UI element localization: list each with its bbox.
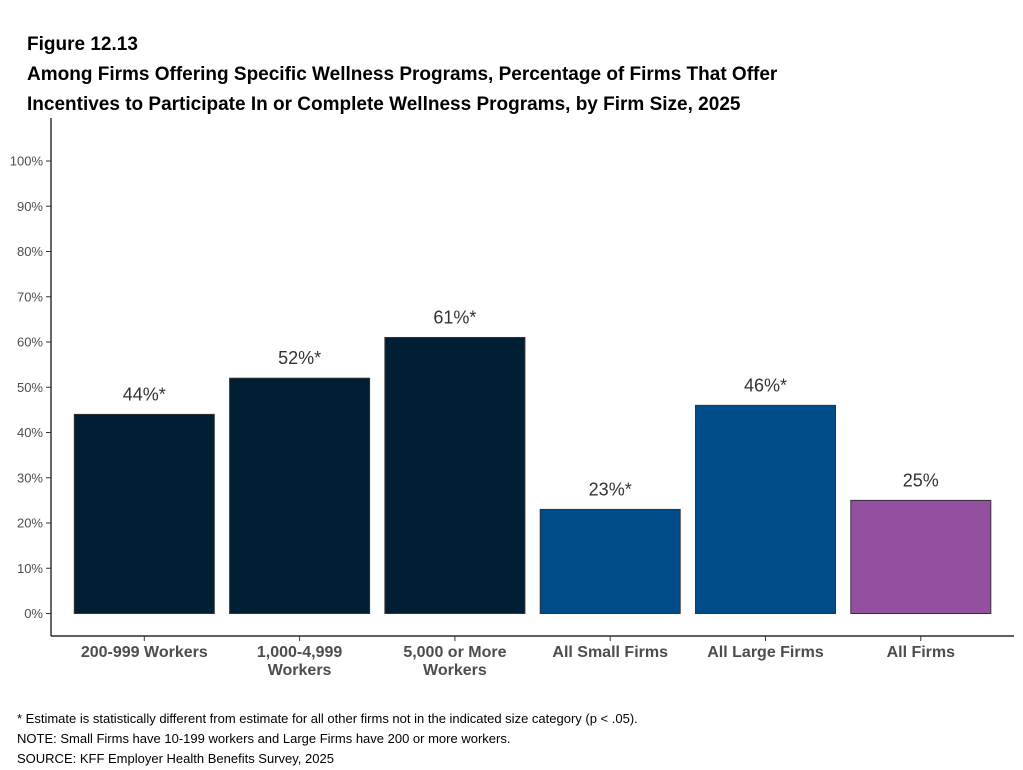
y-tick-label: 50%	[17, 380, 43, 395]
bar	[695, 404, 836, 614]
bar	[73, 413, 215, 614]
y-tick-label: 100%	[10, 154, 44, 169]
x-tick-label: 1,000-4,999	[257, 644, 343, 661]
y-tick-label: 0%	[24, 606, 43, 621]
bar	[539, 508, 681, 614]
x-tick-label: Workers	[423, 662, 487, 679]
significance-note: * Estimate is statistically different fr…	[17, 711, 638, 726]
bar-value-label: 61%*	[433, 307, 476, 327]
x-tick-label: 200-999 Workers	[81, 644, 208, 661]
x-tick-label: All Firms	[887, 644, 956, 661]
bar-value-label: 46%*	[744, 375, 787, 395]
bar	[850, 499, 992, 614]
y-tick-label: 40%	[17, 425, 43, 440]
bar-chart: 0% 10% 20% 30% 40% 50% 60% 70% 80% 90% 100% 44%* 52…	[10, 118, 1014, 679]
bar-value-label: 44%*	[123, 384, 166, 404]
bars	[73, 336, 992, 615]
firm-size-note: NOTE: Small Firms have 10-199 workers an…	[17, 731, 511, 746]
figure-footer: * Estimate is statistically different fr…	[17, 709, 1007, 769]
y-tick-label: 20%	[17, 516, 43, 531]
figure-title-block: Figure 12.13 Among Firms Offering Specif…	[27, 30, 1007, 120]
y-tick-label: 90%	[17, 199, 43, 214]
figure-title-line-2: Incentives to Participate In or Complete…	[27, 94, 741, 115]
y-tick-label: 80%	[17, 244, 43, 259]
x-tick-label: All Small Firms	[552, 644, 668, 661]
source-note: SOURCE: KFF Employer Health Benefits Sur…	[17, 751, 334, 766]
y-tick-label: 30%	[17, 470, 43, 485]
y-tick-label: 60%	[17, 335, 43, 350]
figure-title-line-1: Among Firms Offering Specific Wellness P…	[27, 64, 778, 85]
x-tick-label: Workers	[268, 662, 332, 679]
data-labels: 44%* 52%* 61%* 23%* 46%* 25%	[123, 307, 939, 499]
y-tick-label: 70%	[17, 289, 43, 304]
y-tick-label: 10%	[17, 561, 43, 576]
bar-value-label: 23%*	[589, 479, 632, 499]
x-tick-label: 5,000 or More	[403, 644, 506, 661]
figure-number: Figure 12.13	[27, 34, 138, 55]
bar-value-label: 52%*	[278, 348, 321, 368]
bar	[229, 377, 371, 615]
x-axis	[51, 635, 1014, 641]
y-axis: 0% 10% 20% 30% 40% 50% 60% 70% 80% 90% 100%	[10, 118, 52, 636]
bar-value-label: 25%	[903, 470, 939, 490]
x-tick-label: All Large Firms	[707, 644, 824, 661]
bar	[384, 336, 526, 614]
